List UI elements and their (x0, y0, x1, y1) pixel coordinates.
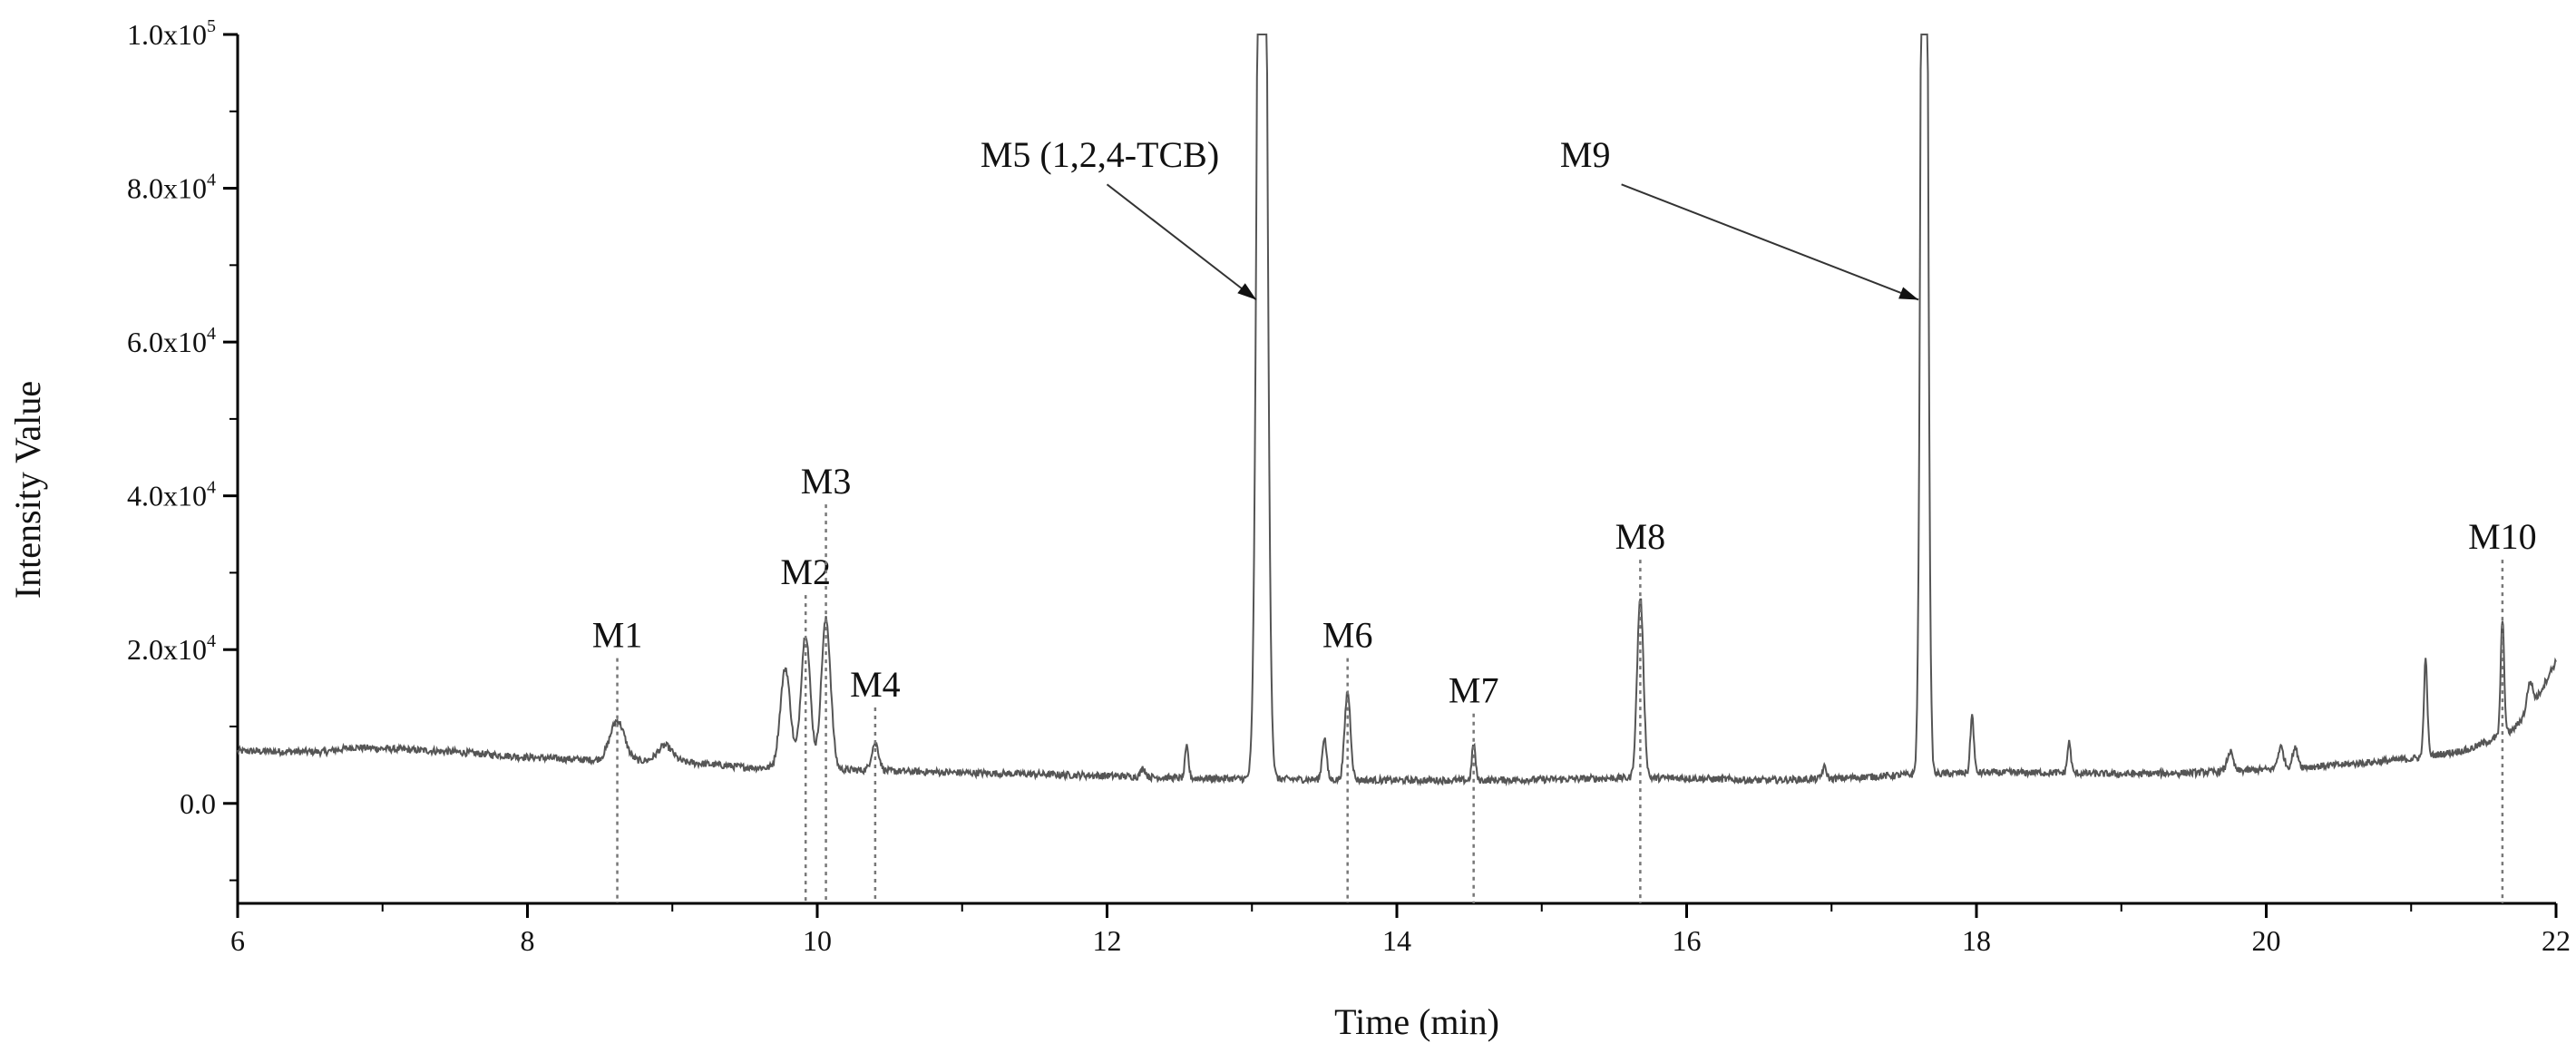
arrow-label-0: M5 (1,2,4-TCB) (981, 134, 1219, 175)
x-tick-label-12: 12 (1093, 924, 1122, 957)
annotations-group: M1 M2 M3 M4 M6 M7 M8 M10 M5 (1,2,4-TCB) M9 (592, 134, 2537, 903)
arrow-head-0 (1237, 283, 1257, 300)
y-tick-label-0: 0.0 (180, 787, 216, 820)
x-tick-label-6: 6 (230, 924, 245, 957)
peak-label-m2: M2 (780, 551, 831, 592)
y-tick-label-80000: 8.0x104 (127, 171, 216, 205)
arrow-line-0 (1106, 183, 1257, 301)
x-tick-label-8: 8 (521, 924, 535, 957)
y-tick-label-60000: 6.0x104 (127, 324, 216, 358)
peak-label-m10: M10 (2468, 516, 2537, 557)
x-tick-label-20: 20 (2252, 924, 2281, 957)
peak-label-m1: M1 (592, 615, 643, 656)
axes-group: 6 8 10 12 14 16 18 20 22 0.0 2.0x104 4.0x104 6.0x104… (127, 16, 2571, 957)
x-tick-label-10: 10 (803, 924, 832, 957)
arrow-line-1 (1621, 183, 1919, 301)
y-tick-label-20000: 2.0x104 (127, 631, 216, 666)
x-axis-title: Time (min) (1334, 1001, 1499, 1042)
arrow-label-1: M9 (1560, 134, 1611, 175)
x-tick-label-16: 16 (1673, 924, 1702, 957)
chromatogram-trace (237, 34, 2557, 787)
peak-label-m4: M4 (850, 664, 901, 705)
trace-group (237, 34, 2557, 787)
peak-label-m6: M6 (1322, 615, 1373, 656)
peak-label-m3: M3 (801, 461, 852, 502)
y-axis-title: Intensity Value (7, 381, 48, 599)
x-tick-label-18: 18 (1962, 924, 1991, 957)
y-tick-label-100000: 1.0x105 (127, 16, 216, 51)
x-tick-label-14: 14 (1382, 924, 1411, 957)
peak-label-m7: M7 (1449, 670, 1499, 711)
peak-label-m8: M8 (1615, 516, 1666, 557)
x-tick-label-22: 22 (2542, 924, 2571, 957)
y-tick-label-40000: 4.0x104 (127, 478, 216, 512)
arrow-head-1 (1898, 287, 1919, 300)
